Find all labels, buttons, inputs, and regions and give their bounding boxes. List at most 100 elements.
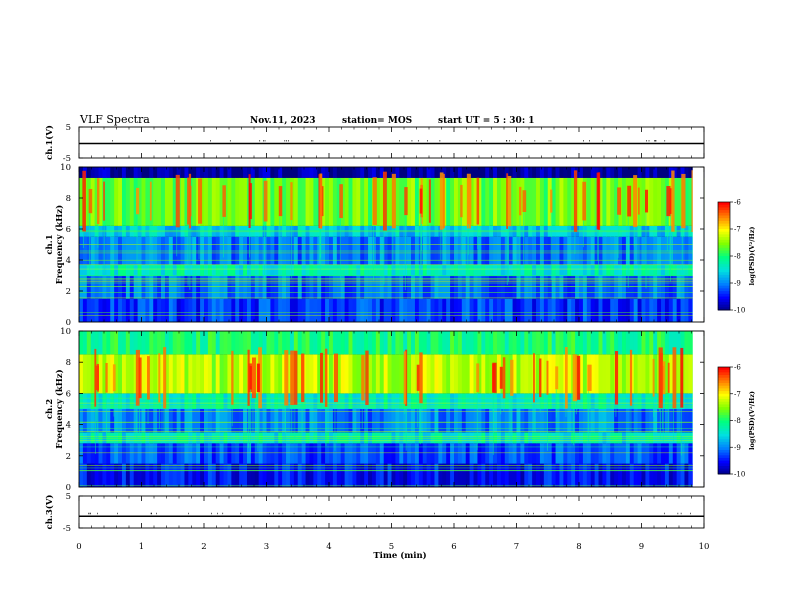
- spectrogram-cell: [649, 354, 654, 394]
- colorbar-segment: [718, 288, 730, 292]
- spectrogram-cell: [200, 432, 205, 444]
- spectrogram-cell: [567, 331, 572, 355]
- spectrogram-cell: [325, 409, 330, 433]
- spectrogram-cell: [176, 354, 181, 394]
- spectrogram-cell: [641, 298, 646, 322]
- spectrogram-cell: [90, 443, 96, 464]
- spectrogram-cell: [493, 331, 498, 355]
- spectrogram-cell: [532, 443, 537, 464]
- spectrogram-cell: [500, 275, 506, 299]
- spectrogram-cell: [485, 393, 490, 409]
- spectrogram-cell: [133, 409, 138, 433]
- spectrogram-cell: [571, 275, 576, 299]
- spectrogram-cell: [555, 409, 560, 433]
- spectrogram-cell: [629, 432, 635, 444]
- spectrogram-cell: [379, 463, 385, 487]
- spectrogram-cell: [399, 225, 404, 237]
- spectrogram-cell: [297, 298, 303, 322]
- spectrogram-cell: [196, 393, 201, 409]
- spectrogram-cell: [672, 432, 678, 444]
- spectrogram-cell: [309, 432, 314, 444]
- spectrogram-cell: [383, 275, 388, 299]
- spectrogram-cell: [625, 409, 631, 433]
- spectrogram-cell: [352, 432, 357, 444]
- spectrogram-cell: [496, 177, 502, 226]
- spectrogram-cell: [442, 264, 447, 276]
- spectrogram-cell: [543, 432, 549, 444]
- spectrogram-cell: [282, 298, 287, 322]
- spectrogram-cell: [184, 167, 189, 178]
- spectrogram-cell: [200, 331, 205, 355]
- spectrogram-cell: [137, 298, 142, 322]
- spectrogram-cell: [657, 443, 662, 464]
- spectrogram-cell: [383, 393, 388, 409]
- spectrogram-cell: [407, 463, 412, 487]
- spectrogram-cell: [450, 393, 455, 409]
- spectrogram-cell: [94, 443, 99, 464]
- spectrogram-cell: [594, 393, 599, 409]
- spectrogram-cell: [485, 463, 490, 487]
- emission-burst: [507, 175, 512, 227]
- spectrogram-cell: [602, 167, 607, 178]
- spectrogram-cell: [270, 298, 275, 322]
- spectrogram-cell: [676, 354, 681, 394]
- spectrogram-cell: [375, 298, 381, 322]
- spectrogram-cell: [625, 331, 631, 355]
- spectrogram-cell: [614, 443, 619, 464]
- spectrogram-cell: [211, 331, 217, 355]
- spectrogram-cell: [399, 393, 404, 409]
- spectrogram-cell: [188, 393, 193, 409]
- spectrogram-cell: [579, 264, 584, 276]
- spectrogram-cell: [649, 393, 654, 409]
- spectrogram-cell: [188, 225, 193, 237]
- spectrogram-cell: [457, 331, 463, 355]
- spectrogram-cell: [684, 167, 689, 178]
- spectrogram-cell: [243, 409, 248, 433]
- spectrogram-cell: [352, 354, 357, 394]
- spectrogram-cell: [364, 331, 369, 355]
- emission-burst: [290, 350, 295, 406]
- spectrogram-cell: [293, 264, 299, 276]
- spectrogram-cell: [672, 331, 678, 355]
- spectrogram-cell: [153, 393, 158, 409]
- emission-burst: [198, 178, 203, 224]
- colorbar-segment: [718, 269, 730, 273]
- spectrogram-cell: [481, 225, 486, 237]
- spectrogram-cell: [457, 167, 463, 178]
- spectrogram-cell: [399, 463, 404, 487]
- spectrogram-cell: [536, 264, 541, 276]
- spectrogram-cell: [332, 275, 338, 299]
- spectrogram-cell: [114, 225, 119, 237]
- spectrogram-cell: [469, 331, 474, 355]
- spectrogram-cell: [481, 331, 486, 355]
- spectrogram-cell: [422, 331, 428, 355]
- spectrogram-cell: [79, 393, 84, 409]
- spectrogram-cell: [387, 177, 392, 226]
- spectrogram-cell: [371, 225, 377, 237]
- spectrogram-cell: [625, 443, 631, 464]
- spectrogram-cell: [641, 167, 646, 178]
- spectrogram-cell: [571, 167, 576, 178]
- spectrogram-cell: [289, 225, 295, 237]
- spectrogram-cell: [438, 463, 443, 487]
- spectrogram-cell: [485, 167, 490, 178]
- spectrogram-cell: [434, 432, 439, 444]
- spectrogram-cell: [454, 393, 459, 409]
- spectrogram-cell: [207, 463, 213, 487]
- spectrogram-cell: [524, 331, 529, 355]
- spectrogram-cell: [243, 298, 248, 322]
- spectrogram-cell: [555, 177, 560, 226]
- spectrogram-cell: [211, 393, 217, 409]
- spectrogram-cell: [594, 354, 599, 394]
- spectrogram-cell: [184, 225, 189, 237]
- spectrogram-cell: [192, 177, 197, 226]
- spectrogram-cell: [481, 443, 486, 464]
- spectrogram-cell: [227, 393, 232, 409]
- spectrogram-cell: [473, 225, 478, 237]
- spectrogram-cell: [539, 177, 545, 226]
- spectrogram-cell: [141, 443, 146, 464]
- spectrogram-cell: [563, 167, 568, 178]
- y-tick-label: 2: [66, 452, 71, 462]
- spectrogram-cell: [621, 354, 627, 394]
- spectrogram-cell: [145, 331, 150, 355]
